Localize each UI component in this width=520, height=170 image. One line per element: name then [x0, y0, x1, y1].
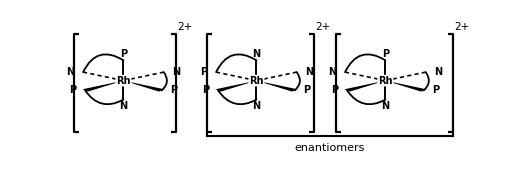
Polygon shape	[344, 81, 385, 92]
Text: P: P	[69, 86, 76, 95]
Text: Rh: Rh	[249, 76, 264, 86]
FancyArrowPatch shape	[85, 90, 123, 104]
Text: P: P	[200, 67, 207, 77]
Text: P: P	[433, 86, 440, 95]
Text: 2+: 2+	[315, 22, 331, 32]
FancyArrowPatch shape	[295, 72, 300, 90]
Text: P: P	[382, 49, 389, 59]
FancyArrowPatch shape	[83, 54, 123, 72]
Polygon shape	[123, 81, 164, 92]
Text: 2+: 2+	[454, 22, 469, 32]
FancyArrowPatch shape	[218, 90, 256, 104]
Text: P: P	[331, 86, 338, 95]
Text: 2+: 2+	[177, 22, 192, 32]
Text: N: N	[120, 101, 127, 111]
Text: N: N	[328, 67, 336, 77]
Text: N: N	[252, 101, 261, 111]
Text: N: N	[381, 101, 389, 111]
Polygon shape	[215, 81, 256, 92]
Text: Rh: Rh	[378, 76, 393, 86]
Polygon shape	[385, 81, 426, 92]
Text: P: P	[304, 86, 311, 95]
Text: enantiomers: enantiomers	[295, 143, 365, 154]
Text: N: N	[252, 49, 261, 59]
FancyArrowPatch shape	[345, 54, 385, 72]
Polygon shape	[256, 81, 297, 92]
FancyArrowPatch shape	[216, 54, 256, 72]
Text: P: P	[120, 49, 127, 59]
FancyArrowPatch shape	[424, 72, 429, 90]
Text: P: P	[171, 86, 178, 95]
Text: Rh: Rh	[116, 76, 131, 86]
FancyArrowPatch shape	[162, 72, 167, 90]
Text: P: P	[202, 86, 209, 95]
Text: N: N	[66, 67, 74, 77]
Text: N: N	[306, 67, 314, 77]
FancyArrowPatch shape	[347, 90, 385, 104]
Text: N: N	[173, 67, 181, 77]
Text: N: N	[435, 67, 443, 77]
Polygon shape	[82, 81, 123, 92]
